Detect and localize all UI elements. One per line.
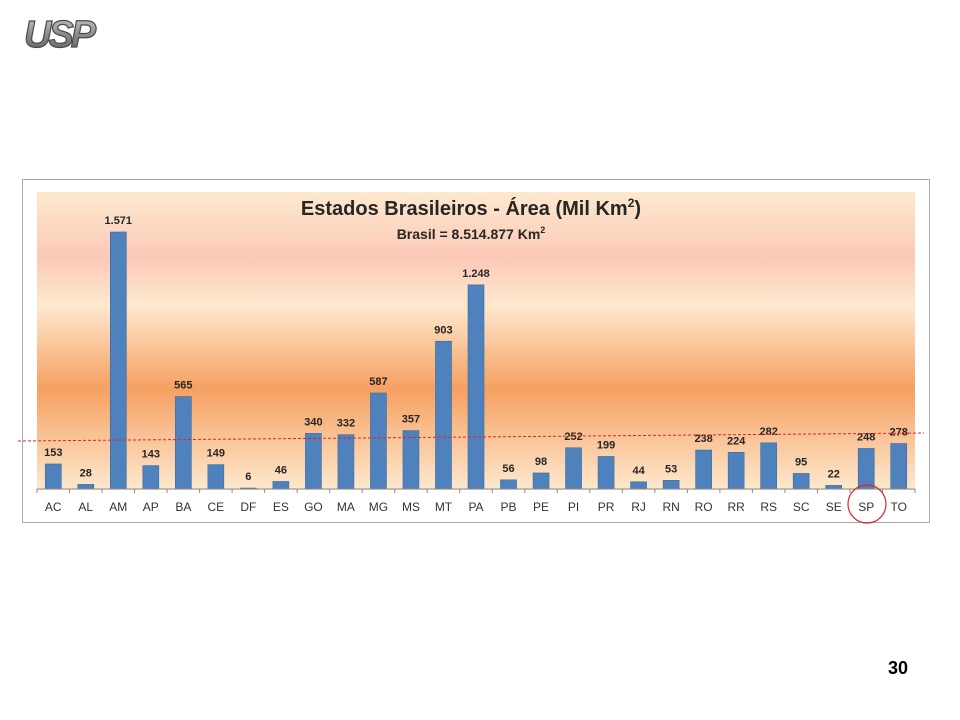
bar-ro [695,449,712,490]
ticks-layer [36,489,916,493]
bar-pb [500,479,517,490]
bar-mt [435,340,452,490]
bar-ma [337,434,355,490]
bars-layer [44,231,908,490]
x-tick-label: BA [175,500,191,514]
bar-pr [597,456,615,490]
x-tick-label: RS [760,500,777,514]
chart-subtitle-sup: 2 [540,225,545,235]
bar-go [305,433,322,490]
data-label: 903 [434,324,452,336]
x-tick-label: MG [369,500,388,514]
data-label: 1.248 [462,268,490,280]
bar-es [272,481,290,490]
bar-rj [630,481,647,490]
usp-logo: USP [23,13,100,56]
data-label: 149 [207,448,225,460]
chart-subtitle: Brasil = 8.514.877 Km2 [397,225,546,242]
x-tick-label: AM [109,500,127,514]
bar-pe [532,472,550,490]
x-tick-label: AC [45,500,62,514]
x-tick-label: PB [501,500,517,514]
x-tick-label: ES [273,500,289,514]
data-label: 224 [727,435,746,447]
data-label: 56 [502,463,514,475]
bar-pa [467,284,485,490]
bar-rs [760,442,777,490]
labels-layer: 153 AC 28 AL 1.571 AM 143 AP 565 BA 149 CE 6 DF 46 ES 34… [44,215,908,514]
data-label: 248 [857,431,875,443]
bar-rn [662,480,680,490]
bar-ms [402,430,420,490]
chart-subtitle-main: Brasil = 8.514.877 Km [397,226,541,242]
data-label: 1.571 [105,215,133,227]
x-tick-label: TO [891,500,907,514]
chart-title-main: Estados Brasileiros - Área (Mil Km [301,197,628,220]
bar-sc [792,473,810,490]
chart-title-close: ) [634,198,641,220]
bar-am [109,231,127,490]
data-label: 282 [759,426,777,438]
bar-pi [565,447,582,490]
x-tick-label: AL [78,500,93,514]
data-label: 22 [828,468,840,480]
bar-ap [142,465,160,490]
data-label: 95 [795,456,807,468]
bar-ce [207,464,225,490]
data-label: 143 [142,449,160,461]
bar-to [890,443,908,490]
x-tick-label: PE [533,500,549,514]
x-tick-label: RN [662,500,679,514]
data-label: 6 [245,471,251,483]
data-label: 332 [337,418,355,430]
data-label: 44 [632,465,645,477]
x-tick-label: PI [568,500,579,514]
data-label: 153 [44,447,62,459]
x-tick-label: DF [240,500,256,514]
data-label: 278 [890,427,908,439]
page-number: 30 [887,658,908,678]
chart-title: Estados Brasileiros - Área (Mil Km2) [301,196,641,220]
x-tick-label: MT [435,500,453,514]
data-label: 46 [275,464,287,476]
data-label: 53 [665,463,677,475]
x-tick-label: SE [826,500,842,514]
x-tick-label: AP [143,500,159,514]
bar-chart: 153 AC 28 AL 1.571 AM 143 AP 565 BA 149 CE 6 DF 46 ES 34… [36,192,916,514]
x-tick-label: MS [402,500,420,514]
data-label: 199 [597,439,615,451]
bar-ba [175,396,192,490]
x-tick-label: SC [793,500,810,514]
usp-logo-text: USP [24,14,97,56]
data-label: 28 [80,467,92,479]
x-tick-label: RR [727,500,745,514]
chart-panel: 153 AC 28 AL 1.571 AM 143 AP 565 BA 149 CE 6 DF 46 ES 34… [22,179,930,523]
x-tick-label: RO [695,500,713,514]
data-label: 357 [402,414,420,426]
x-tick-label: MA [337,500,355,514]
x-tick-label: RJ [631,500,646,514]
x-tick-label: PA [468,500,483,514]
bar-sp [857,448,875,490]
data-label: 238 [694,433,712,445]
bar-al [77,484,95,490]
bar-rr [727,452,745,490]
bar-ac [44,463,62,490]
x-tick-label: GO [304,500,323,514]
data-label: 252 [564,431,582,443]
data-label: 565 [174,380,192,392]
data-label: 98 [535,456,547,468]
chart-title-sup: 2 [628,196,635,210]
data-label: 587 [369,376,387,388]
bar-se [825,485,843,490]
x-tick-label: SP [858,500,874,514]
data-label: 340 [304,416,322,428]
x-tick-label: CE [208,500,225,514]
bar-mg [370,392,387,490]
x-tick-label: PR [598,500,615,514]
